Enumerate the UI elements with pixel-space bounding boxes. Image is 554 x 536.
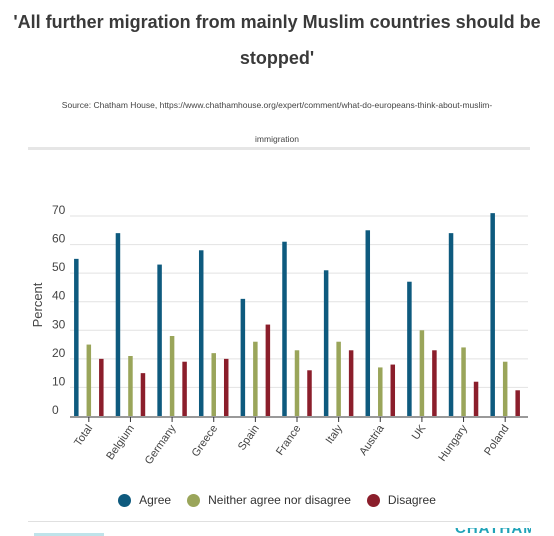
legend-label-neutral: Neither agree nor disagree: [208, 493, 351, 507]
footer-divider: [28, 521, 530, 522]
bar-agree-uk: [407, 281, 412, 416]
y-tick-label: 30: [52, 317, 66, 331]
x-tick-label: Italy: [324, 422, 346, 446]
bar-disagree-hungary: [473, 381, 479, 416]
bar-disagree-greece: [223, 358, 229, 416]
bar-disagree-austria: [390, 364, 396, 416]
bar-disagree-germany: [182, 361, 187, 416]
bar-disagree-spain: [265, 324, 271, 416]
chart-title-line: stopped': [239, 48, 315, 68]
x-tick-label: UK: [410, 422, 429, 442]
x-tick-label: Austria: [357, 422, 387, 458]
chart-title: 'All further migration from mainly Musli…: [0, 4, 554, 76]
footer-tab[interactable]: [34, 533, 104, 536]
x-tick-label: Total: [72, 423, 95, 449]
bar-agree-france: [282, 241, 287, 416]
legend-swatch-neutral: [187, 493, 201, 507]
y-tick-label: 60: [52, 232, 66, 246]
x-tick-label: Poland: [482, 423, 511, 458]
bar-neither-agree-nor-disagree-italy: [336, 341, 341, 416]
bar-neither-agree-nor-disagree-total: [86, 344, 92, 416]
y-tick-label: 10: [52, 374, 66, 388]
bar-neither-agree-nor-disagree-spain: [253, 341, 258, 416]
bar-chart: 0 10 20 30 40 50 60 70 Percent Total Belgium German…: [30, 203, 528, 467]
bar-agree-spain: [240, 298, 246, 416]
legend-item-agree[interactable]: Agree: [118, 493, 171, 507]
legend-label-disagree: Disagree: [387, 493, 436, 507]
x-tick-label: Spain: [236, 423, 262, 453]
legend-item-neutral[interactable]: Neither agree nor disagree: [187, 493, 351, 507]
bar-disagree-total: [99, 358, 104, 416]
legend-label-agree: Agree: [139, 493, 172, 507]
bar-agree-hungary: [448, 233, 454, 416]
chart-source-line: Source: Chatham House, https://www.chath…: [61, 100, 493, 110]
y-tick-label: 0: [52, 403, 59, 417]
chart-legend: Agree Neither agree nor disagree Disagre…: [0, 493, 554, 507]
brand-logo-text: CHATHAM: [455, 528, 531, 536]
bar-agree-poland: [490, 213, 495, 416]
x-tick-label: Hungary: [436, 422, 470, 463]
x-tick-label: Germany: [143, 422, 179, 466]
bar-agree-austria: [365, 230, 371, 416]
bar-disagree-italy: [348, 350, 354, 416]
legend-swatch-disagree: [366, 493, 380, 507]
legend-item-disagree[interactable]: Disagree: [366, 493, 436, 507]
header-divider: [28, 147, 530, 150]
y-axis-title: Percent: [30, 282, 45, 327]
y-tick-label: 20: [52, 346, 66, 360]
brand-logo[interactable]: CHATHAM: [455, 528, 531, 536]
bar-disagree-poland: [515, 390, 520, 416]
bar-neither-agree-nor-disagree-greece: [211, 353, 216, 416]
bar-agree-total: [74, 258, 79, 416]
x-tick-label: Belgium: [104, 423, 137, 462]
chart-source-line: immigration: [255, 134, 299, 144]
bar-neither-agree-nor-disagree-uk: [419, 330, 425, 416]
bar-agree-greece: [198, 250, 204, 416]
chart-source: Source: Chatham House, https://www.chath…: [0, 88, 554, 156]
bar-neither-agree-nor-disagree-belgium: [128, 356, 133, 416]
bar-neither-agree-nor-disagree-poland: [502, 361, 508, 416]
bar-neither-agree-nor-disagree-hungary: [461, 347, 466, 416]
x-tick-label: France: [274, 423, 303, 458]
bar-disagree-france: [307, 370, 312, 416]
bar-disagree-belgium: [140, 373, 146, 416]
x-tick-label: Greece: [190, 423, 221, 459]
bar-neither-agree-nor-disagree-austria: [378, 367, 383, 416]
legend-swatch-agree: [118, 493, 132, 507]
y-tick-label: 70: [52, 203, 66, 217]
bar-neither-agree-nor-disagree-france: [294, 350, 300, 416]
bar-neither-agree-nor-disagree-germany: [169, 336, 175, 416]
y-tick-label: 50: [52, 260, 66, 274]
bar-agree-italy: [323, 270, 329, 416]
bar-agree-belgium: [115, 233, 121, 416]
chart-title-line: 'All further migration from mainly Musli…: [13, 12, 541, 32]
y-tick-label: 40: [52, 289, 66, 303]
bar-agree-germany: [157, 264, 162, 416]
bar-disagree-uk: [432, 350, 437, 416]
